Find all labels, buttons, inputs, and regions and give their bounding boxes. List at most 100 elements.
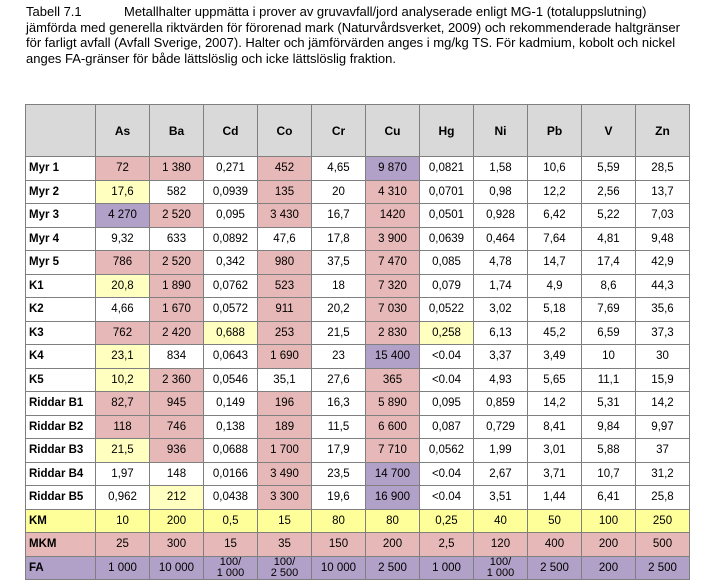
limit-cell-line: 1 000: [486, 566, 515, 579]
data-cell: 6,42: [527, 203, 582, 228]
limit-cell: 2 500: [365, 555, 420, 580]
data-cell: 72: [95, 156, 150, 181]
row-label: Myr 3: [25, 203, 96, 228]
data-cell: 0,928: [473, 203, 528, 228]
data-cell: <0.04: [419, 485, 474, 510]
table-row: Riddar B3 21,5 936 0,0688 1 700 17,9 7 710 0,05…: [25, 438, 690, 463]
data-cell: 0,0643: [203, 344, 258, 369]
data-cell: 8,6: [581, 273, 636, 298]
table-row: Myr 5 786 2 520 0,342 980 37,5 7 470 0,085 4,78 1…: [25, 250, 690, 275]
data-cell: 3 430: [257, 203, 312, 228]
metal-content-table: As Ba Cd Co Cr Cu Hg Ni Pb V Zn Myr 1 72 1 380 0,271 4…: [25, 104, 690, 580]
data-cell: 9,97: [635, 414, 690, 439]
data-cell: 4,65: [311, 156, 366, 181]
data-cell: 253: [257, 320, 312, 345]
data-cell: 16,3: [311, 391, 366, 416]
table-row: Myr 2 17,6 582 0,0939 135 20 4 310 0,0701 0,98 12…: [25, 179, 690, 204]
limit-cell: 300: [149, 532, 204, 557]
data-cell: 6,41: [581, 485, 636, 510]
data-cell: <0.04: [419, 344, 474, 369]
data-cell: 0,0522: [419, 297, 474, 322]
data-cell: 0,138: [203, 414, 258, 439]
limit-cell: 200: [365, 532, 420, 557]
data-cell: <0.04: [419, 461, 474, 486]
data-cell: 5,59: [581, 156, 636, 181]
table-row: K5 10,2 2 360 0,0546 35,1 27,6 365 <0.04 4,93 5,6…: [25, 367, 690, 392]
data-cell: 0,258: [419, 320, 474, 345]
data-cell: 14,2: [635, 391, 690, 416]
row-label: K4: [25, 344, 96, 369]
data-cell: 911: [257, 297, 312, 322]
data-cell: 18: [311, 273, 366, 298]
row-label: Myr 1: [25, 156, 96, 181]
data-cell: 0,085: [419, 250, 474, 275]
limit-cell-line: 2 500: [270, 566, 299, 579]
data-cell: 3 900: [365, 226, 420, 251]
data-cell: 82,7: [95, 391, 150, 416]
row-label: FA: [25, 555, 96, 580]
data-cell: 17,9: [311, 438, 366, 463]
data-cell: 6,13: [473, 320, 528, 345]
data-cell: 2 830: [365, 320, 420, 345]
data-cell: 0,0166: [203, 461, 258, 486]
limit-cell: 2 500: [635, 555, 690, 580]
limit-cell: 35: [257, 532, 312, 557]
data-cell: 746: [149, 414, 204, 439]
data-cell: 1,99: [473, 438, 528, 463]
data-cell: 2 520: [149, 203, 204, 228]
data-cell: 21,5: [311, 320, 366, 345]
data-cell: 0,095: [203, 203, 258, 228]
data-cell: 14,2: [527, 391, 582, 416]
header-corner: [25, 104, 96, 157]
data-cell: 25,8: [635, 485, 690, 510]
data-cell: 11,5: [311, 414, 366, 439]
data-cell: 2 420: [149, 320, 204, 345]
table-body: Myr 1 72 1 380 0,271 452 4,65 9 870 0,0821 1,58 1…: [25, 156, 690, 580]
column-header: Cd: [203, 104, 258, 157]
data-cell: 786: [95, 250, 150, 275]
row-label: K2: [25, 297, 96, 322]
data-cell: 212: [149, 485, 204, 510]
data-cell: 7 470: [365, 250, 420, 275]
data-cell: 8,41: [527, 414, 582, 439]
data-cell: 0,0821: [419, 156, 474, 181]
row-label: Riddar B3: [25, 438, 96, 463]
data-cell: 3 490: [257, 461, 312, 486]
data-cell: 7 710: [365, 438, 420, 463]
column-header: Cu: [365, 104, 420, 157]
table-row: Myr 1 72 1 380 0,271 452 4,65 9 870 0,0821 1,58 1…: [25, 156, 690, 181]
limit-cell: 1 000: [419, 555, 474, 580]
column-header: As: [95, 104, 150, 157]
limit-cell: 100: [581, 508, 636, 533]
data-cell: 5,22: [581, 203, 636, 228]
table-row: Riddar B5 0,962 212 0,0438 3 300 19,6 16 900 <0…: [25, 485, 690, 510]
data-cell: 19,6: [311, 485, 366, 510]
data-cell: 0,729: [473, 414, 528, 439]
data-cell: 30: [635, 344, 690, 369]
data-cell: 452: [257, 156, 312, 181]
data-cell: 5,65: [527, 367, 582, 392]
data-cell: 1 700: [257, 438, 312, 463]
data-cell: 196: [257, 391, 312, 416]
column-header: Zn: [635, 104, 690, 157]
data-cell: 5,88: [581, 438, 636, 463]
data-cell: 13,7: [635, 179, 690, 204]
limit-cell: 100/1 000: [473, 555, 528, 580]
data-cell: 3,51: [473, 485, 528, 510]
limit-cell: 500: [635, 532, 690, 557]
data-cell: 0,0939: [203, 179, 258, 204]
data-cell: 3,49: [527, 344, 582, 369]
data-cell: 6 600: [365, 414, 420, 439]
data-cell: 37: [635, 438, 690, 463]
data-cell: 17,8: [311, 226, 366, 251]
data-cell: 9,48: [635, 226, 690, 251]
column-header: Cr: [311, 104, 366, 157]
data-cell: 10: [581, 344, 636, 369]
row-label: Riddar B2: [25, 414, 96, 439]
data-cell: 12,2: [527, 179, 582, 204]
data-cell: 0,087: [419, 414, 474, 439]
data-cell: 118: [95, 414, 150, 439]
data-cell: 0,859: [473, 391, 528, 416]
row-label: Myr 5: [25, 250, 96, 275]
data-cell: 0,0892: [203, 226, 258, 251]
